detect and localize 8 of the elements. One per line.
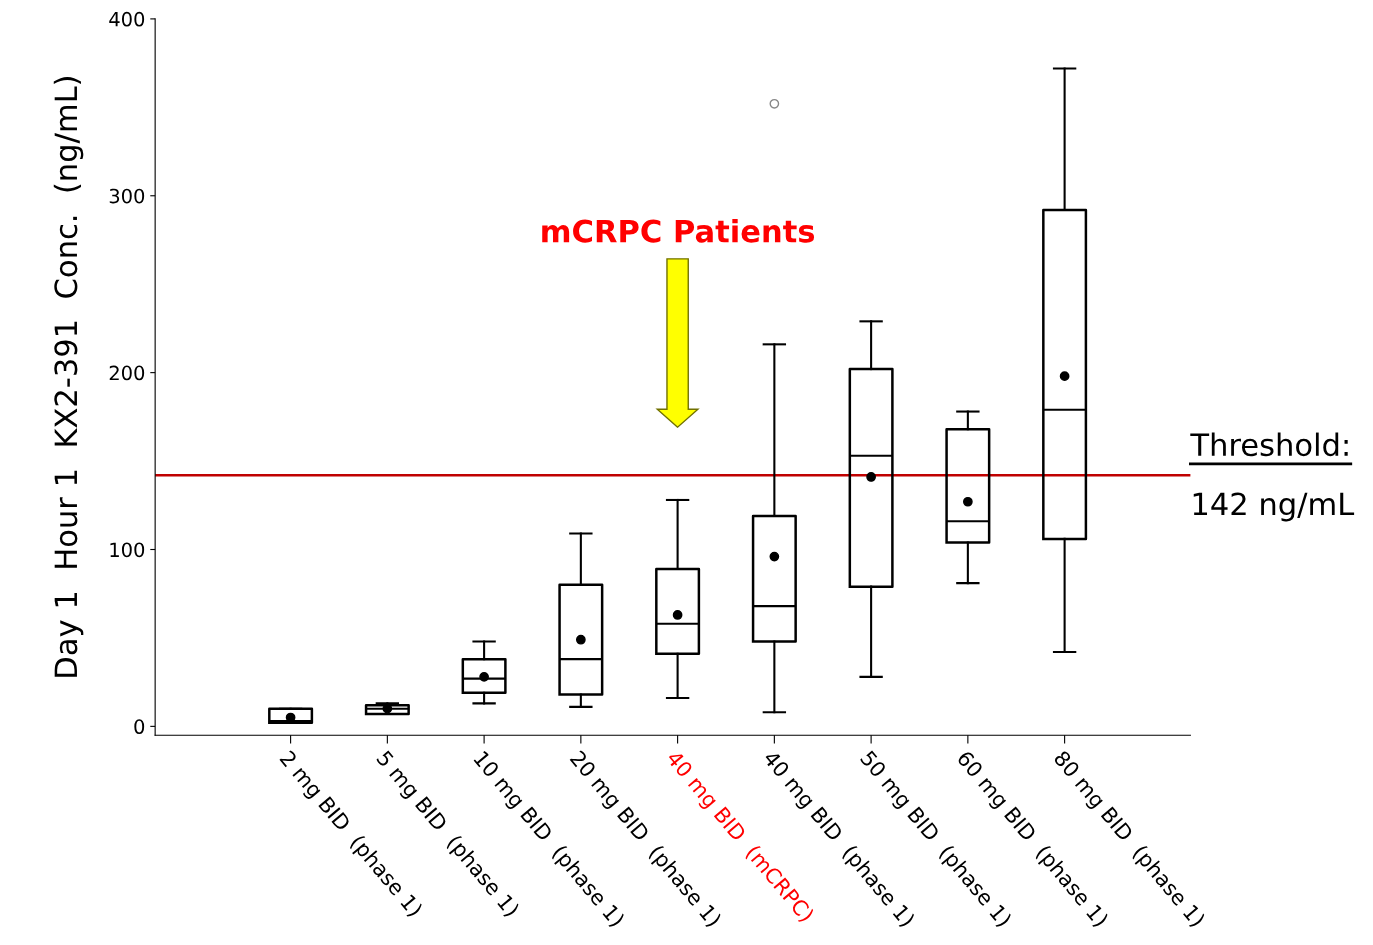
y-tick-label: 100 bbox=[110, 542, 145, 558]
annotation: mCRPC Patients bbox=[542, 219, 815, 243]
y-tick-label: 300 bbox=[109, 188, 145, 204]
y-axis-title: Day 1 Hour 1 KX2-391 Conc. (ng/mL) bbox=[53, 77, 84, 677]
y-tick-label: 400 bbox=[109, 11, 145, 27]
ref-line-label: Threshold: 142 ng/mL bbox=[1190, 432, 1355, 522]
y-tick-label: 200 bbox=[109, 365, 145, 381]
y-tick-label: 0 bbox=[134, 719, 145, 735]
